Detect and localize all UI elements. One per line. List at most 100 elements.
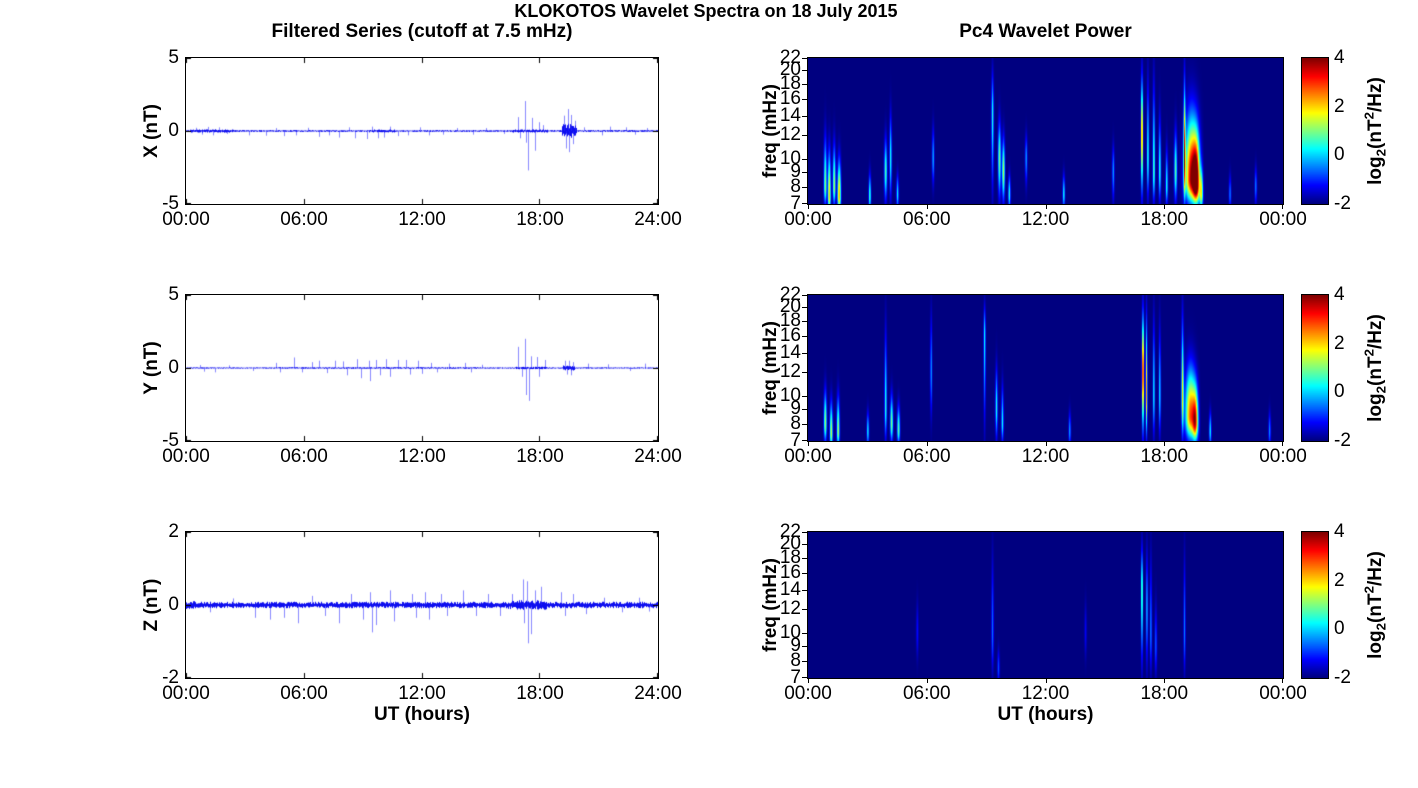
freq-axis-tick <box>802 295 807 296</box>
time-axis-tick <box>1282 442 1283 446</box>
x-axis-tick-label: 18:00 <box>516 446 564 467</box>
colorbar-canvas-z <box>1302 532 1328 678</box>
time-axis-tick <box>1282 205 1283 209</box>
freq-axis-tick-label: 20 <box>779 533 801 555</box>
freq-axis-tick <box>802 544 807 546</box>
y-axis-tick-label: 2 <box>168 521 179 542</box>
freq-axis-tick <box>802 203 807 204</box>
freq-axis-tick-label: 9 <box>790 160 801 182</box>
time-axis-tick <box>1164 442 1166 446</box>
freq-axis-tick-label: 7 <box>790 667 801 688</box>
freq-axis-tick <box>802 335 807 337</box>
freq-axis-tick-label: 22 <box>779 521 801 542</box>
freq-axis-tick <box>802 372 807 374</box>
x-axis-tick-label: 12:00 <box>398 683 446 704</box>
figure-title: KLOKOTOS Wavelet Spectra on 18 July 2015 <box>514 1 898 21</box>
freq-axis-tick <box>802 83 807 85</box>
spectrogram-canvas-z <box>808 532 1283 678</box>
timeseries-canvas-x <box>186 58 658 204</box>
freq-axis-tick-label: 9 <box>790 634 801 656</box>
freq-axis-tick <box>802 423 807 425</box>
freq-axis-tick <box>802 408 807 410</box>
y-axis-tick-label: 0 <box>168 120 179 141</box>
freq-axis-tick <box>802 677 807 678</box>
colorbar-x <box>1301 57 1329 205</box>
y-axis-tick-label: 5 <box>168 47 179 68</box>
colorbar-tick-label: 4 <box>1334 47 1345 68</box>
timeseries-canvas-z <box>186 532 658 678</box>
x-axis-tick-label: 00:00 <box>784 209 832 230</box>
left-column-title: Filtered Series (cutoff at 7.5 mHz) <box>271 21 573 42</box>
y-axis-tick-label: 0 <box>168 357 179 378</box>
x-axis-tick-label: 12:00 <box>398 446 446 467</box>
freq-axis-tick-label: 8 <box>790 175 801 197</box>
y-axis-tick-label: 0 <box>168 594 179 615</box>
x-axis-tick-label: 06:00 <box>280 683 328 704</box>
time-axis-tick <box>808 679 809 683</box>
x-axis-tick-label: 24:00 <box>634 209 682 230</box>
x-axis-tick-label: 06:00 <box>902 446 951 467</box>
freq-axis-tick <box>802 352 807 354</box>
x-axis-tick-label: 00:00 <box>162 209 210 230</box>
spectrogram-canvas-x <box>808 58 1283 204</box>
freq-axis-tick-label: 8 <box>790 649 801 671</box>
x-axis-tick-label: 06:00 <box>902 683 951 704</box>
time-axis-tick <box>926 442 928 446</box>
freq-axis-tick <box>802 589 807 591</box>
x-axis-tick-label: 12:00 <box>398 209 446 230</box>
freq-axis-tick-label: 16 <box>779 87 801 109</box>
time-axis-tick <box>808 442 809 446</box>
freq-axis-tick <box>802 171 807 173</box>
freq-axis-tick-label: 22 <box>779 284 801 305</box>
freq-axis-tick <box>802 135 807 137</box>
freq-axis-tick <box>802 98 807 100</box>
x-axis-tick-label: 00:00 <box>162 446 210 467</box>
freq-axis-tick-label: 10 <box>779 621 801 643</box>
freq-axis-tick <box>802 70 807 72</box>
spectrogram-panel-z <box>807 531 1284 679</box>
freq-axis-tick <box>802 660 807 662</box>
x-axis-tick-label: 18:00 <box>1140 683 1189 704</box>
colorbar-tick-label: -2 <box>1334 193 1351 214</box>
x-axis-tick-label: 18:00 <box>516 683 564 704</box>
freq-axis-tick-label: 20 <box>779 59 801 81</box>
x-axis-tick-label: 24:00 <box>634 683 682 704</box>
colorbar-tick-label: -2 <box>1334 667 1351 688</box>
colorbar-tick-label: 0 <box>1334 144 1345 166</box>
freq-axis-tick-label: 14 <box>779 104 801 126</box>
colorbar-y <box>1301 294 1329 442</box>
x-axis-tick-label: 00:00 <box>1259 446 1307 467</box>
x-axis-tick-label: 00:00 <box>1259 209 1307 230</box>
x-axis-tick-label: 12:00 <box>1021 683 1070 704</box>
freq-axis-tick <box>802 320 807 322</box>
x-axis-tick-label: 06:00 <box>280 209 328 230</box>
time-axis-tick <box>1164 205 1166 209</box>
freq-axis-tick <box>802 632 807 634</box>
x-axis-tick-label: 06:00 <box>280 446 328 467</box>
freq-axis-tick <box>802 440 807 441</box>
colorbar-tick-label: 0 <box>1334 618 1345 640</box>
y-axis-tick-label: 5 <box>168 284 179 305</box>
freq-axis-tick-label: 14 <box>779 578 801 600</box>
spectrogram-panel-y <box>807 294 1284 442</box>
colorbar-axis-label-z: log2(nT2/Hz) <box>1361 551 1389 659</box>
freq-axis-tick-label: 12 <box>779 361 801 383</box>
freq-axis-tick <box>802 186 807 188</box>
x-axis-tick-label: 00:00 <box>162 683 210 704</box>
x-axis-tick-label: 00:00 <box>784 683 832 704</box>
freq-axis-tick <box>802 572 807 574</box>
x-axis-tick-label: 24:00 <box>634 446 682 467</box>
x-axis-tick-label: 06:00 <box>902 209 951 230</box>
colorbar-tick-label: 2 <box>1334 569 1345 591</box>
timeseries-canvas-y <box>186 295 658 441</box>
colorbar-z <box>1301 531 1329 679</box>
right-column-title: Pc4 Wavelet Power <box>959 21 1132 42</box>
colorbar-tick-label: 4 <box>1334 521 1345 542</box>
freq-axis-tick-label: 18 <box>779 309 801 331</box>
spectrogram-panel-x <box>807 57 1284 205</box>
freq-axis-tick-label: 16 <box>779 324 801 346</box>
freq-axis-tick-label: 14 <box>779 341 801 363</box>
freq-axis-tick-label: 12 <box>779 598 801 620</box>
freq-axis-tick-label: 7 <box>790 193 801 214</box>
